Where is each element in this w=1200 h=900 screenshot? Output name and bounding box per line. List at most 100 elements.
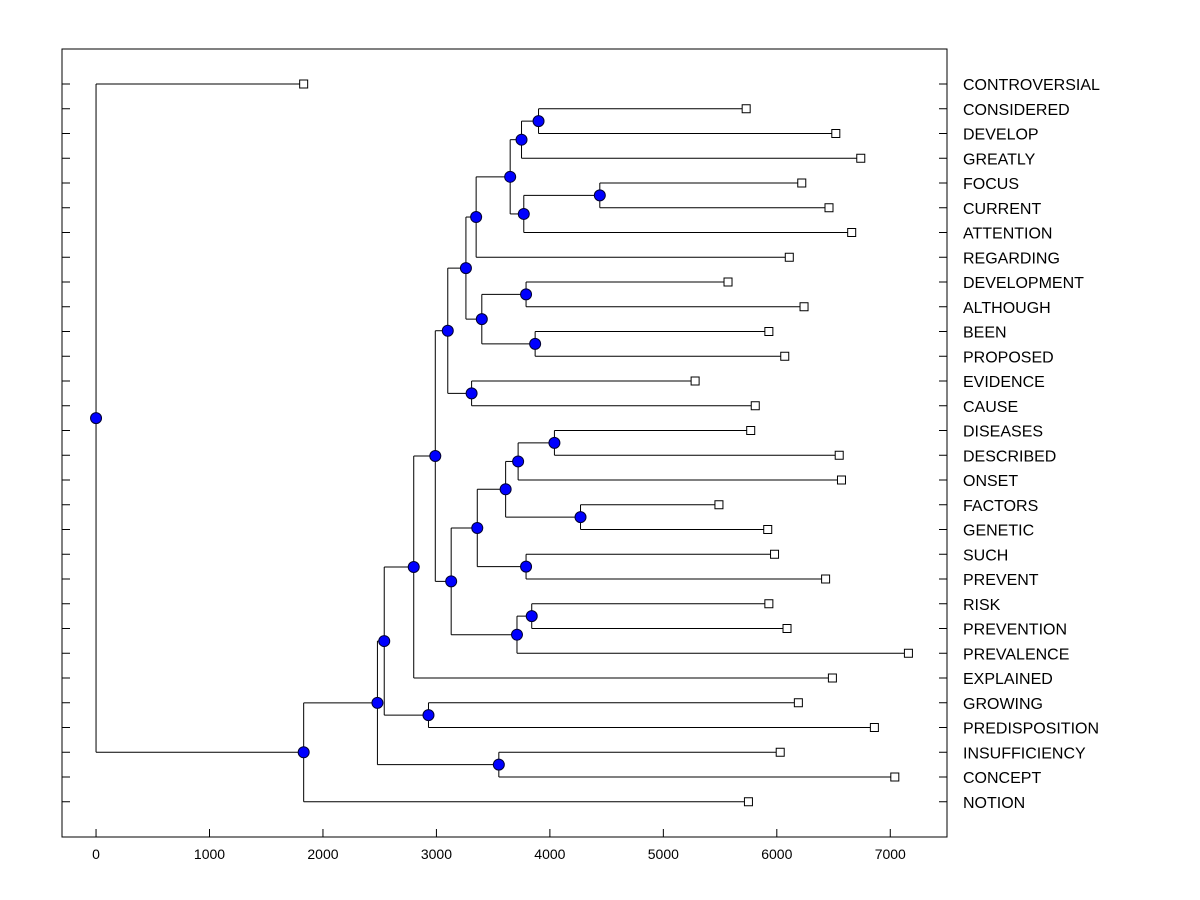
node-marker-n3 xyxy=(593,189,606,202)
node-marker-n8 xyxy=(529,337,542,350)
node-marker-n13 xyxy=(548,436,561,449)
x-tick-label-7000: 7000 xyxy=(875,846,906,862)
node-markers xyxy=(90,115,606,771)
leaf-marker-current xyxy=(824,203,834,213)
x-tick-label-5000: 5000 xyxy=(648,846,679,862)
node-marker-n26 xyxy=(492,758,505,771)
leaf-marker-although xyxy=(799,302,809,312)
node-marker-n18 xyxy=(471,521,484,534)
node-marker-n14 xyxy=(512,455,525,468)
node-marker-n16 xyxy=(499,483,512,496)
leaf-label-risk: RISK xyxy=(963,597,1001,614)
leaf-marker-proposed xyxy=(780,351,790,361)
x-axis: 0 1000 2000 3000 4000 5000 6000 7000 xyxy=(92,829,906,862)
leaf-marker-been xyxy=(764,327,774,336)
node-marker-n10 xyxy=(459,262,472,275)
node-marker-n5 xyxy=(504,170,517,183)
leaf-label-evidence: EVIDENCE xyxy=(963,374,1045,391)
leaf-marker-prevalence xyxy=(903,648,913,658)
node-marker-n25 xyxy=(378,635,391,648)
node-marker-n23 xyxy=(407,561,420,574)
leaf-label-prevent: PREVENT xyxy=(963,572,1039,589)
node-marker-n2 xyxy=(515,133,528,146)
leaf-marker-such xyxy=(770,549,780,559)
node-marker-n19 xyxy=(525,610,538,623)
leaf-label-notion: NOTION xyxy=(963,795,1025,812)
leaf-marker-insufficiency xyxy=(775,747,785,757)
node-marker-n4 xyxy=(517,207,530,220)
leaf-label-genetic: GENETIC xyxy=(963,523,1034,540)
node-marker-n12 xyxy=(441,324,454,337)
leaf-labels: CONTROVERSIAL CONSIDERED DEVELOP GREATLY FOC… xyxy=(963,77,1100,812)
node-marker-n11 xyxy=(465,387,478,400)
node-marker-n7 xyxy=(520,288,533,301)
plot-frame xyxy=(61,48,948,838)
leaf-marker-onset xyxy=(836,475,846,485)
node-marker-n6 xyxy=(470,211,483,224)
leaf-marker-controversial xyxy=(299,79,309,89)
node-marker-n28 xyxy=(297,746,310,759)
leaf-marker-regarding xyxy=(784,252,794,262)
leaf-label-explained: EXPLAINED xyxy=(963,671,1053,688)
node-marker-n9 xyxy=(475,313,488,326)
node-marker-n24 xyxy=(422,709,435,722)
leaf-marker-genetic xyxy=(763,525,773,534)
leaf-marker-described xyxy=(834,450,844,460)
y-axis-ticks xyxy=(62,83,947,803)
leaf-label-described: DESCRIBED xyxy=(963,448,1056,465)
leaf-label-current: CURRENT xyxy=(963,201,1041,218)
leaf-label-proposed: PROPOSED xyxy=(963,349,1054,366)
node-marker-n20 xyxy=(510,628,523,641)
leaf-label-prevalence: PREVALENCE xyxy=(963,646,1069,663)
leaf-label-development: DEVELOPMENT xyxy=(963,275,1084,292)
leaf-label-diseases: DISEASES xyxy=(963,424,1043,441)
leaf-marker-greatly xyxy=(856,153,866,163)
leaf-marker-concept xyxy=(890,772,900,782)
x-tick-label-1000: 1000 xyxy=(194,846,225,862)
leaf-marker-notion xyxy=(743,797,753,807)
node-marker-n27 xyxy=(371,696,384,709)
leaf-label-prevention: PREVENTION xyxy=(963,622,1067,639)
leaf-label-onset: ONSET xyxy=(963,473,1018,490)
x-tick-label-3000: 3000 xyxy=(421,846,452,862)
x-tick-label-0: 0 xyxy=(92,846,100,862)
leaf-marker-factors xyxy=(714,500,724,510)
x-tick-label-6000: 6000 xyxy=(761,846,792,862)
leaf-marker-risk xyxy=(764,599,774,609)
leaf-label-regarding: REGARDING xyxy=(963,250,1060,267)
leaf-marker-considered xyxy=(741,104,751,114)
node-marker-n1 xyxy=(532,115,545,128)
leaf-label-insufficiency: INSUFFICIENCY xyxy=(963,745,1086,762)
leaf-marker-prevention xyxy=(782,624,792,633)
leaf-label-develop: DEVELOP xyxy=(963,127,1039,144)
leaf-marker-develop xyxy=(831,129,841,138)
node-marker-n17 xyxy=(520,560,533,573)
leaf-marker-diseases xyxy=(746,426,756,435)
leaf-label-considered: CONSIDERED xyxy=(963,102,1070,119)
x-tick-label-2000: 2000 xyxy=(307,846,338,862)
node-marker-root xyxy=(90,412,103,425)
leaf-label-factors: FACTORS xyxy=(963,498,1038,515)
leaf-label-focus: FOCUS xyxy=(963,176,1019,193)
leaf-marker-evidence xyxy=(690,376,700,386)
node-marker-n15 xyxy=(574,511,587,524)
leaf-label-growing: GROWING xyxy=(963,696,1043,713)
leaf-label-such: SUCH xyxy=(963,547,1008,564)
leaf-marker-prevent xyxy=(821,574,831,584)
leaf-marker-predisposition xyxy=(869,723,879,732)
leaf-label-controversial: CONTROVERSIAL xyxy=(963,77,1100,94)
leaf-marker-explained xyxy=(827,673,837,683)
leaf-marker-development xyxy=(723,277,733,287)
leaf-label-cause: CAUSE xyxy=(963,399,1018,416)
dendrogram-links xyxy=(95,83,909,803)
leaf-label-although: ALTHOUGH xyxy=(963,300,1051,317)
leaf-label-greatly: GREATLY xyxy=(963,151,1036,168)
leaf-markers xyxy=(299,79,913,807)
leaf-marker-attention xyxy=(847,228,857,237)
leaf-marker-cause xyxy=(750,401,760,411)
leaf-label-predisposition: PREDISPOSITION xyxy=(963,721,1099,738)
leaf-marker-focus xyxy=(797,178,807,188)
leaf-label-been: BEEN xyxy=(963,325,1007,342)
leaf-label-concept: CONCEPT xyxy=(963,770,1041,787)
